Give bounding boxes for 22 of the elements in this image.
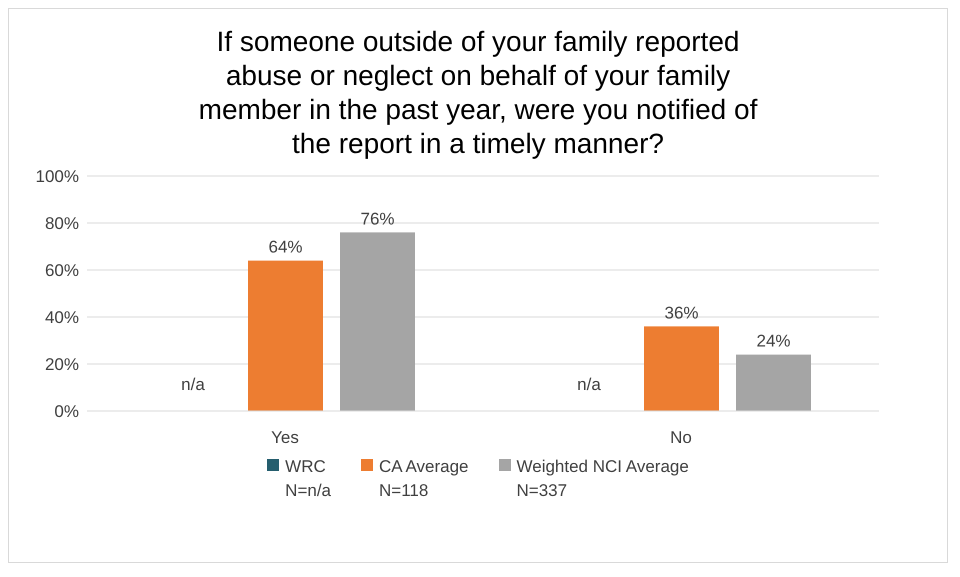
legend-label: Weighted NCI Average N=337 [516, 456, 689, 502]
y-tick-label: 0% [54, 402, 79, 422]
y-tick-label: 80% [44, 214, 79, 234]
bar [340, 232, 415, 411]
text: n/a [181, 375, 205, 394]
bar [248, 260, 323, 411]
bar [736, 354, 811, 411]
chart-title: If someone outside of your family reported abuse or neglect on behalf of your family member in the past year, were you notified of the report in a timely manner? [198, 25, 758, 161]
text: n/a [577, 375, 601, 394]
data-label: 24% [756, 332, 791, 351]
y-tick-label: 40% [44, 308, 79, 328]
x-tick-label: Yes [271, 428, 299, 448]
data-label: 36% [664, 303, 699, 322]
legend-label: WRC N=n/a [285, 456, 332, 502]
legend-label: CA Average N=118 [379, 456, 468, 502]
y-tick-label: 100% [36, 167, 79, 186]
data-label: 64% [268, 238, 303, 257]
y-tick-label: 20% [44, 355, 79, 374]
y-tick-label: 60% [44, 261, 79, 280]
x-tick-label: No [670, 428, 692, 448]
bar [644, 326, 719, 411]
data-label: 76% [360, 209, 395, 228]
